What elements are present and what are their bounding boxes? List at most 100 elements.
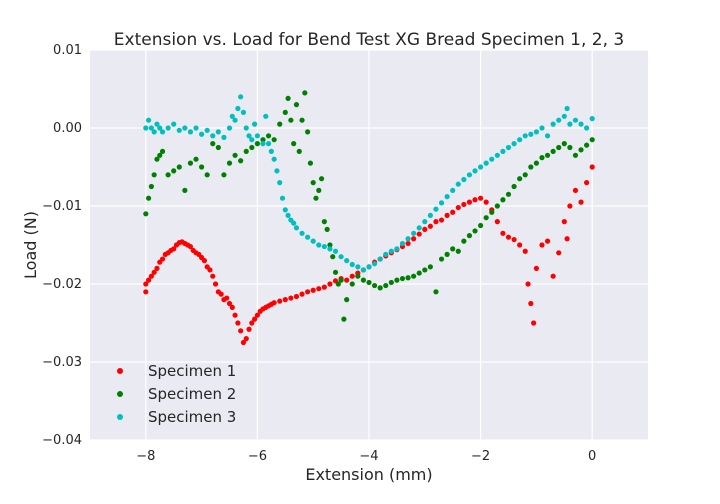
- data-point: [296, 148, 302, 154]
- data-point: [249, 144, 255, 151]
- data-point: [438, 200, 445, 206]
- data-point: [332, 248, 339, 254]
- data-point: [405, 275, 411, 281]
- data-point: [238, 328, 244, 334]
- data-point: [330, 254, 336, 260]
- data-point: [556, 117, 562, 123]
- data-point: [411, 273, 417, 279]
- data-point: [377, 256, 383, 262]
- data-point: [533, 160, 540, 166]
- data-point: [461, 201, 467, 208]
- data-point: [151, 269, 157, 275]
- data-point: [483, 160, 489, 166]
- data-point: [422, 226, 428, 232]
- data-point: [299, 291, 305, 297]
- data-point: [187, 160, 194, 166]
- data-point: [154, 265, 160, 271]
- data-point: [355, 273, 361, 279]
- data-point: [567, 144, 573, 151]
- data-point: [224, 295, 230, 301]
- data-point: [444, 212, 450, 218]
- data-point: [466, 233, 473, 239]
- data-point: [299, 230, 305, 236]
- data-point: [221, 172, 227, 178]
- data-point: [305, 129, 311, 135]
- data-point: [215, 144, 221, 151]
- data-point: [494, 219, 500, 225]
- y-tick-label: −0.03: [42, 355, 82, 370]
- data-point: [310, 180, 316, 186]
- data-point: [422, 219, 428, 225]
- y-tick-label: 0.00: [53, 121, 82, 136]
- data-point: [316, 286, 322, 292]
- x-tick-label: −2: [471, 449, 490, 464]
- data-point: [572, 187, 579, 193]
- data-point: [444, 194, 450, 200]
- data-point: [517, 176, 523, 182]
- data-point: [335, 281, 341, 287]
- legend-marker: [117, 414, 123, 420]
- data-point: [383, 251, 389, 257]
- data-point: [578, 199, 584, 205]
- data-point: [143, 211, 149, 217]
- data-point: [399, 275, 406, 282]
- data-point: [240, 339, 247, 346]
- data-point: [282, 207, 288, 213]
- data-point: [232, 312, 238, 318]
- data-point: [171, 168, 177, 174]
- data-point: [478, 164, 484, 170]
- data-point: [533, 265, 540, 271]
- data-point: [187, 243, 194, 250]
- data-point: [165, 125, 171, 131]
- data-point: [282, 297, 288, 303]
- chart-title: Extension vs. Load for Bend Test XG Brea…: [114, 30, 624, 50]
- data-point: [238, 94, 244, 100]
- data-point: [522, 248, 528, 254]
- data-point: [461, 176, 467, 183]
- data-point: [371, 261, 378, 267]
- y-tick-label: −0.02: [42, 277, 82, 292]
- data-point: [416, 231, 422, 237]
- data-point: [405, 236, 411, 242]
- data-point: [564, 105, 570, 112]
- data-point: [159, 256, 166, 262]
- data-point: [567, 121, 573, 127]
- data-point: [489, 209, 495, 215]
- data-point: [578, 147, 584, 153]
- data-point: [302, 90, 308, 96]
- data-point: [176, 127, 182, 133]
- data-point: [249, 137, 255, 143]
- data-point: [201, 258, 207, 264]
- data-point: [567, 203, 573, 209]
- data-point: [157, 125, 163, 131]
- data-point: [254, 141, 260, 147]
- grid-lines: [90, 49, 648, 441]
- data-point: [528, 164, 534, 170]
- data-point: [500, 148, 506, 154]
- data-point: [285, 212, 291, 218]
- data-point: [433, 289, 439, 295]
- x-tick-label: −6: [248, 449, 267, 464]
- data-point: [252, 121, 258, 127]
- data-point: [332, 269, 339, 275]
- data-point: [483, 215, 489, 221]
- data-point: [226, 125, 233, 131]
- data-point: [522, 133, 528, 139]
- data-point: [324, 226, 330, 232]
- data-point: [422, 267, 428, 273]
- data-point: [305, 234, 311, 240]
- data-point: [539, 155, 545, 161]
- data-point: [338, 277, 344, 283]
- data-point: [455, 248, 461, 254]
- data-point: [218, 291, 224, 297]
- data-point: [145, 117, 152, 123]
- data-point: [589, 137, 595, 143]
- x-tick-label: −8: [136, 449, 155, 464]
- data-point: [344, 297, 350, 303]
- data-point: [544, 133, 551, 139]
- data-point: [282, 109, 288, 115]
- legend-label: Specimen 1: [148, 362, 236, 380]
- data-point: [360, 267, 367, 273]
- data-point: [279, 195, 286, 201]
- data-point: [366, 279, 372, 286]
